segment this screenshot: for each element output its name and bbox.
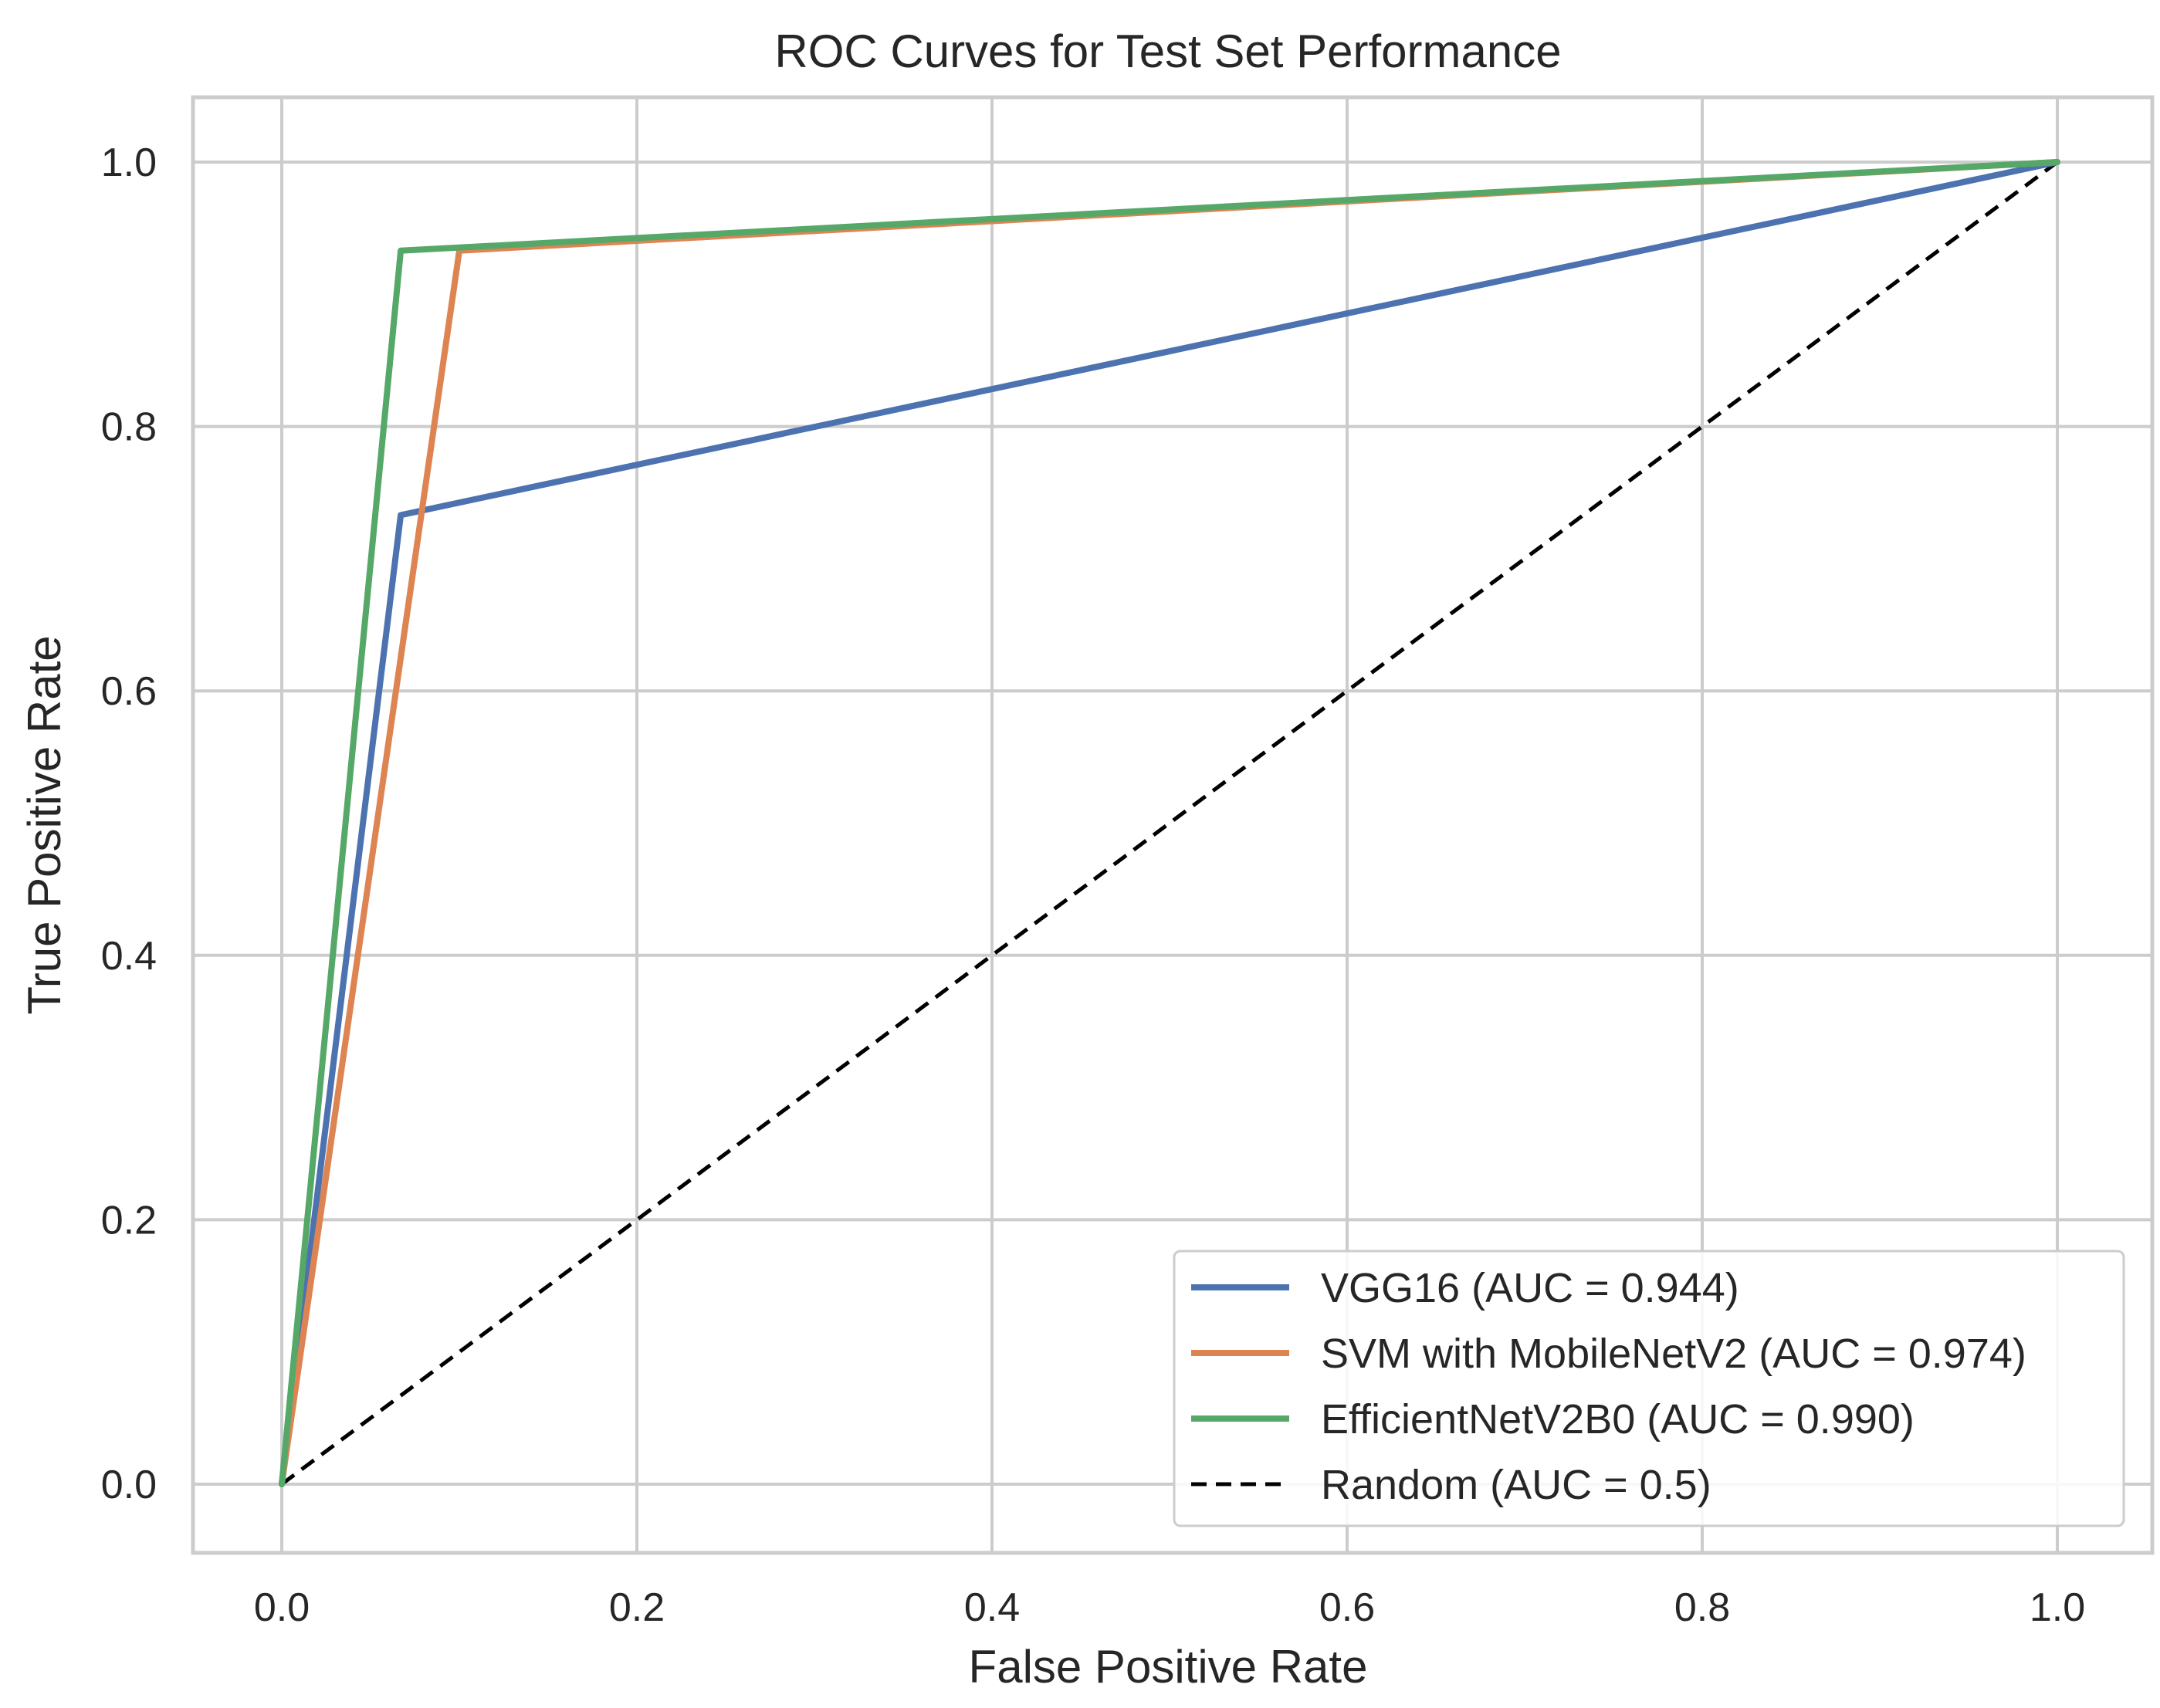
y-tick-label: 0.0: [101, 1463, 157, 1507]
x-axis-label: False Positive Rate: [969, 1641, 1368, 1693]
y-tick-label: 0.6: [101, 669, 157, 714]
x-tick-label: 0.4: [964, 1585, 1020, 1630]
tick-labels: 0.0 0.2 0.4 0.6 0.8 1.0 0.0 0.2 0.4 0.6 0.8 1.0: [101, 140, 2085, 1630]
chart-title: ROC Curves for Test Set Performance: [774, 25, 1561, 77]
y-tick-label: 0.4: [101, 934, 157, 979]
series-line-vgg16: [279, 159, 2060, 1487]
y-tick-label: 0.2: [101, 1198, 157, 1243]
y-tick-label: 1.0: [101, 140, 157, 185]
legend-label-efficientnetv2b0: EfficientNetV2B0 (AUC = 0.990): [1321, 1396, 1915, 1442]
x-tick-label: 0.6: [1319, 1585, 1375, 1630]
legend: VGG16 (AUC = 0.944) SVM with MobileNetV2 …: [1173, 1250, 2125, 1527]
legend-label-random: Random (AUC = 0.5): [1321, 1462, 1711, 1508]
series-lines: [279, 159, 2060, 1487]
legend-label-svm: SVM with MobileNetV2 (AUC = 0.974): [1321, 1331, 2026, 1377]
legend-items: VGG16 (AUC = 0.944) SVM with MobileNetV2 …: [1191, 1265, 2026, 1508]
series-line-efficientnetv2b0: [279, 159, 2060, 1487]
x-tick-label: 0.0: [254, 1585, 310, 1630]
y-axis-label: True Positive Rate: [19, 635, 70, 1014]
legend-box: [1173, 1250, 2125, 1527]
legend-label-vgg16: VGG16 (AUC = 0.944): [1321, 1265, 1739, 1311]
y-tick-label: 0.8: [101, 405, 157, 450]
x-tick-label: 1.0: [2030, 1585, 2085, 1630]
x-tick-label: 0.2: [609, 1585, 665, 1630]
x-tick-label: 0.8: [1674, 1585, 1730, 1630]
